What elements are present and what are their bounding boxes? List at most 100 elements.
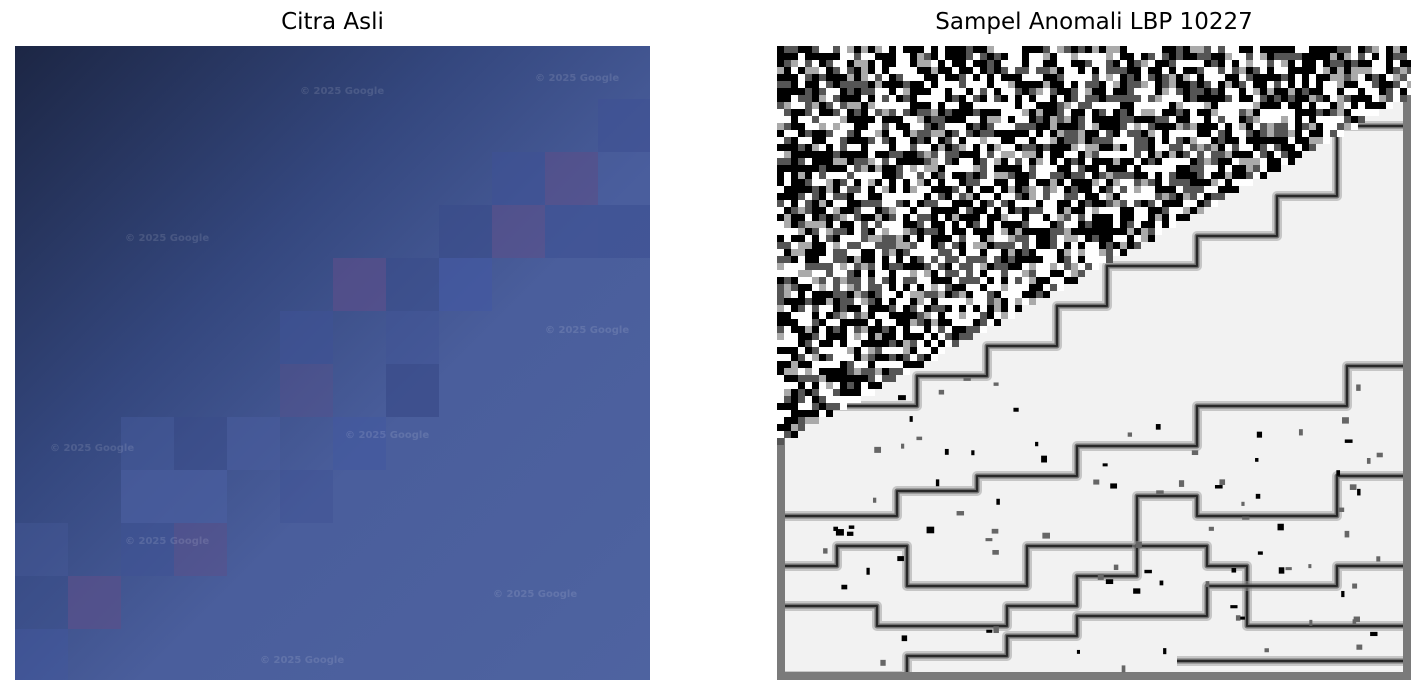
lbp-noise-cell — [931, 46, 938, 53]
lbp-noise-cell — [1127, 46, 1134, 53]
lbp-noise-cell — [1148, 144, 1155, 151]
lbp-noise-cell — [1113, 109, 1120, 116]
lbp-noise-cell — [1211, 46, 1218, 53]
lbp-noise-cell — [1281, 144, 1288, 151]
lbp-noise-cell — [812, 74, 819, 81]
lbp-noise-cell — [1274, 137, 1281, 144]
lbp-noise-cell — [917, 53, 924, 60]
lbp-noise-cell — [1176, 214, 1183, 221]
lbp-noise-cell — [826, 333, 833, 340]
lbp-noise-cell — [1071, 137, 1078, 144]
lbp-noise-cell — [1225, 109, 1232, 116]
lbp-noise-cell — [1106, 46, 1113, 53]
lbp-noise-cell — [1113, 249, 1120, 256]
lbp-noise-cell — [1057, 165, 1064, 172]
lbp-noise-cell — [861, 389, 868, 396]
lbp-noise-cell — [1260, 74, 1267, 81]
lbp-noise-cell — [1064, 60, 1071, 67]
lbp-noise-cell — [1015, 277, 1022, 284]
lbp-noise-cell — [910, 333, 917, 340]
lbp-noise-cell — [1099, 207, 1106, 214]
lbp-noise-cell — [833, 67, 840, 74]
lbp-noise-cell — [826, 207, 833, 214]
lbp-noise-cell — [1274, 88, 1281, 95]
lbp-noise-cell — [833, 88, 840, 95]
lbp-noise-cell — [861, 319, 868, 326]
lbp-noise-cell — [952, 263, 959, 270]
lbp-noise-cell — [889, 144, 896, 151]
lbp-noise-cell — [1162, 116, 1169, 123]
lbp-noise-cell — [1148, 67, 1155, 74]
lbp-noise-cell — [1001, 207, 1008, 214]
lbp-noise-cell — [1190, 123, 1197, 130]
lbp-noise-cell — [1204, 200, 1211, 207]
lbp-noise-cell — [889, 53, 896, 60]
lbp-noise-cell — [791, 193, 798, 200]
lbp-noise-cell — [819, 263, 826, 270]
lbp-noise-cell — [819, 389, 826, 396]
lbp-noise-cell — [1008, 109, 1015, 116]
lbp-noise-cell — [917, 46, 924, 53]
lbp-noise-cell — [1050, 200, 1057, 207]
lbp-noise-cell — [945, 46, 952, 53]
lbp-noise-cell — [1295, 144, 1302, 151]
lbp-noise-cell — [1225, 137, 1232, 144]
lbp-noise-cell — [1050, 130, 1057, 137]
lbp-noise-cell — [1099, 235, 1106, 242]
lbp-noise-cell — [945, 277, 952, 284]
lbp-noise-cell — [798, 179, 805, 186]
lbp-noise-cell — [805, 298, 812, 305]
lbp-noise-cell — [1351, 95, 1358, 102]
lbp-noise-cell — [903, 151, 910, 158]
lbp-noise-cell — [931, 109, 938, 116]
lbp-noise-cell — [917, 326, 924, 333]
lbp-noise-cell — [805, 151, 812, 158]
lbp-noise-cell — [784, 368, 791, 375]
lbp-noise-cell — [1379, 60, 1386, 67]
lbp-noise-cell — [1148, 228, 1155, 235]
lbp-noise-cell — [1148, 109, 1155, 116]
lbp-noise-cell — [952, 333, 959, 340]
lbp-noise-cell — [903, 312, 910, 319]
lbp-noise-cell — [1260, 123, 1267, 130]
lbp-noise-cell — [1078, 116, 1085, 123]
lbp-noise-cell — [1365, 67, 1372, 74]
lbp-noise-cell — [1015, 242, 1022, 249]
lbp-noise-cell — [868, 67, 875, 74]
lbp-noise-cell — [924, 60, 931, 67]
lbp-noise-cell — [938, 333, 945, 340]
lbp-noise-cell — [896, 270, 903, 277]
lbp-noise-cell — [1302, 109, 1309, 116]
lbp-noise-cell — [826, 403, 833, 410]
lbp-noise-cell — [1022, 123, 1029, 130]
lbp-noise-cell — [1169, 158, 1176, 165]
lbp-noise-cell — [882, 158, 889, 165]
lbp-noise-cell — [1337, 95, 1344, 102]
lbp-noise-cell — [1001, 256, 1008, 263]
lbp-noise-cell — [833, 361, 840, 368]
lbp-speckle — [1214, 485, 1223, 489]
lbp-noise-cell — [945, 221, 952, 228]
lbp-noise-cell — [1141, 95, 1148, 102]
lbp-noise-cell — [987, 102, 994, 109]
lbp-noise-cell — [784, 347, 791, 354]
lbp-noise-cell — [1274, 158, 1281, 165]
lbp-noise-cell — [1358, 102, 1365, 109]
lbp-noise-cell — [1141, 130, 1148, 137]
lbp-noise-cell — [1281, 74, 1288, 81]
lbp-noise-cell — [868, 221, 875, 228]
lbp-noise-cell — [1001, 221, 1008, 228]
lbp-speckle — [993, 382, 999, 386]
lbp-noise-cell — [854, 270, 861, 277]
lbp-noise-cell — [924, 67, 931, 74]
lbp-noise-cell — [966, 291, 973, 298]
lbp-noise-cell — [966, 67, 973, 74]
lbp-noise-cell — [1281, 158, 1288, 165]
lbp-noise-cell — [924, 305, 931, 312]
lbp-noise-cell — [1169, 109, 1176, 116]
lbp-noise-cell — [1043, 95, 1050, 102]
lbp-speckle — [1338, 507, 1345, 512]
lbp-noise-cell — [1008, 291, 1015, 298]
lbp-noise-cell — [833, 74, 840, 81]
lbp-noise-cell — [777, 270, 784, 277]
